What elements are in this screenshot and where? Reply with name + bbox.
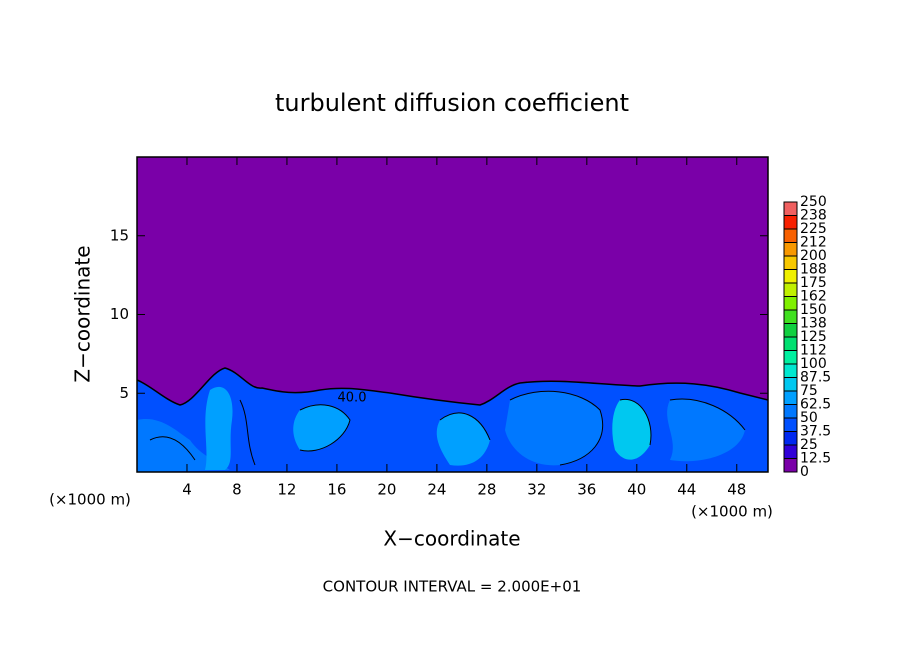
contour-line [136,367,769,406]
colorbar-band [784,431,797,445]
contour-field [136,367,769,472]
colorbar-band [784,404,797,418]
colorbar-band [784,215,797,229]
colorbar-label: 238 [800,208,827,224]
x-tick-label: 16 [327,481,346,499]
field-region [612,399,651,460]
colorbar-band [784,242,797,256]
x-tick-label: 28 [477,481,496,499]
colorbar-label: 188 [800,262,827,278]
x-tick-label: 24 [427,481,446,499]
colorbar-label: 225 [800,221,827,237]
colorbar-label: 200 [800,248,827,264]
x-tick-label: 48 [727,481,746,499]
colorbar-band [784,418,797,432]
y-tick-label: 15 [110,226,129,244]
colorbar-band [784,391,797,405]
colorbar-label: 25 [800,437,818,453]
colorbar-label: 87.5 [800,370,831,386]
colorbar-label: 62.5 [800,397,831,413]
colorbar-band [784,283,797,297]
colorbar-band [784,377,797,391]
colorbar-label: 150 [800,302,827,318]
field-region [293,404,350,451]
y-axis-title: Z−coordinate [71,245,95,382]
colorbar-band [784,310,797,324]
colorbar-band [784,229,797,243]
colorbar-label: 125 [800,329,827,345]
colorbar-label: 12.5 [800,451,831,467]
y-tick-label: 5 [119,384,129,402]
x-tick-label: 40 [627,481,646,499]
colorbar-label: 175 [800,275,827,291]
x-tick-label: 8 [232,481,242,499]
colorbar-label: 37.5 [800,424,831,440]
field-region [205,386,233,470]
field-region [436,412,490,466]
colorbar-label: 100 [800,356,827,372]
colorbar-band [784,256,797,270]
colorbar-label: 112 [800,343,827,359]
colorbar-label: 250 [800,194,827,210]
colorbar-band [784,445,797,459]
contour-line [149,390,746,466]
chart-title: turbulent diffusion coefficient [275,89,629,117]
footer-note: CONTOUR INTERVAL = 2.000E+01 [323,578,582,596]
colorbar-band [784,296,797,310]
field-region [505,391,603,466]
contour-label: 40.0 [338,391,367,406]
colorbar-band [784,337,797,351]
colorbar-label: 138 [800,316,827,332]
x-unit-label: (×1000 m) [691,503,773,521]
x-tick-label: 12 [277,481,296,499]
x-tick-label: 36 [577,481,596,499]
colorbar-band [784,350,797,364]
y-tick-label: 10 [110,305,129,323]
colorbar-band [784,458,797,472]
x-unit-label: (×1000 m) [49,491,131,509]
field-region [667,399,745,462]
colorbar-band [784,269,797,283]
x-tick-label: 32 [527,481,546,499]
colorbar-label: 162 [800,289,827,305]
colorbar-band [784,323,797,337]
colorbar-label: 75 [800,383,818,399]
colorbar-band [784,202,797,216]
x-tick-label: 20 [377,481,396,499]
colorbar-band [784,364,797,378]
x-tick-label: 44 [677,481,696,499]
colorbar-label: 50 [800,410,818,426]
x-axis-title: X−coordinate [383,527,520,551]
x-tick-label: 4 [182,481,192,499]
colorbar-label: 0 [800,464,809,480]
colorbar-label: 212 [800,235,827,251]
